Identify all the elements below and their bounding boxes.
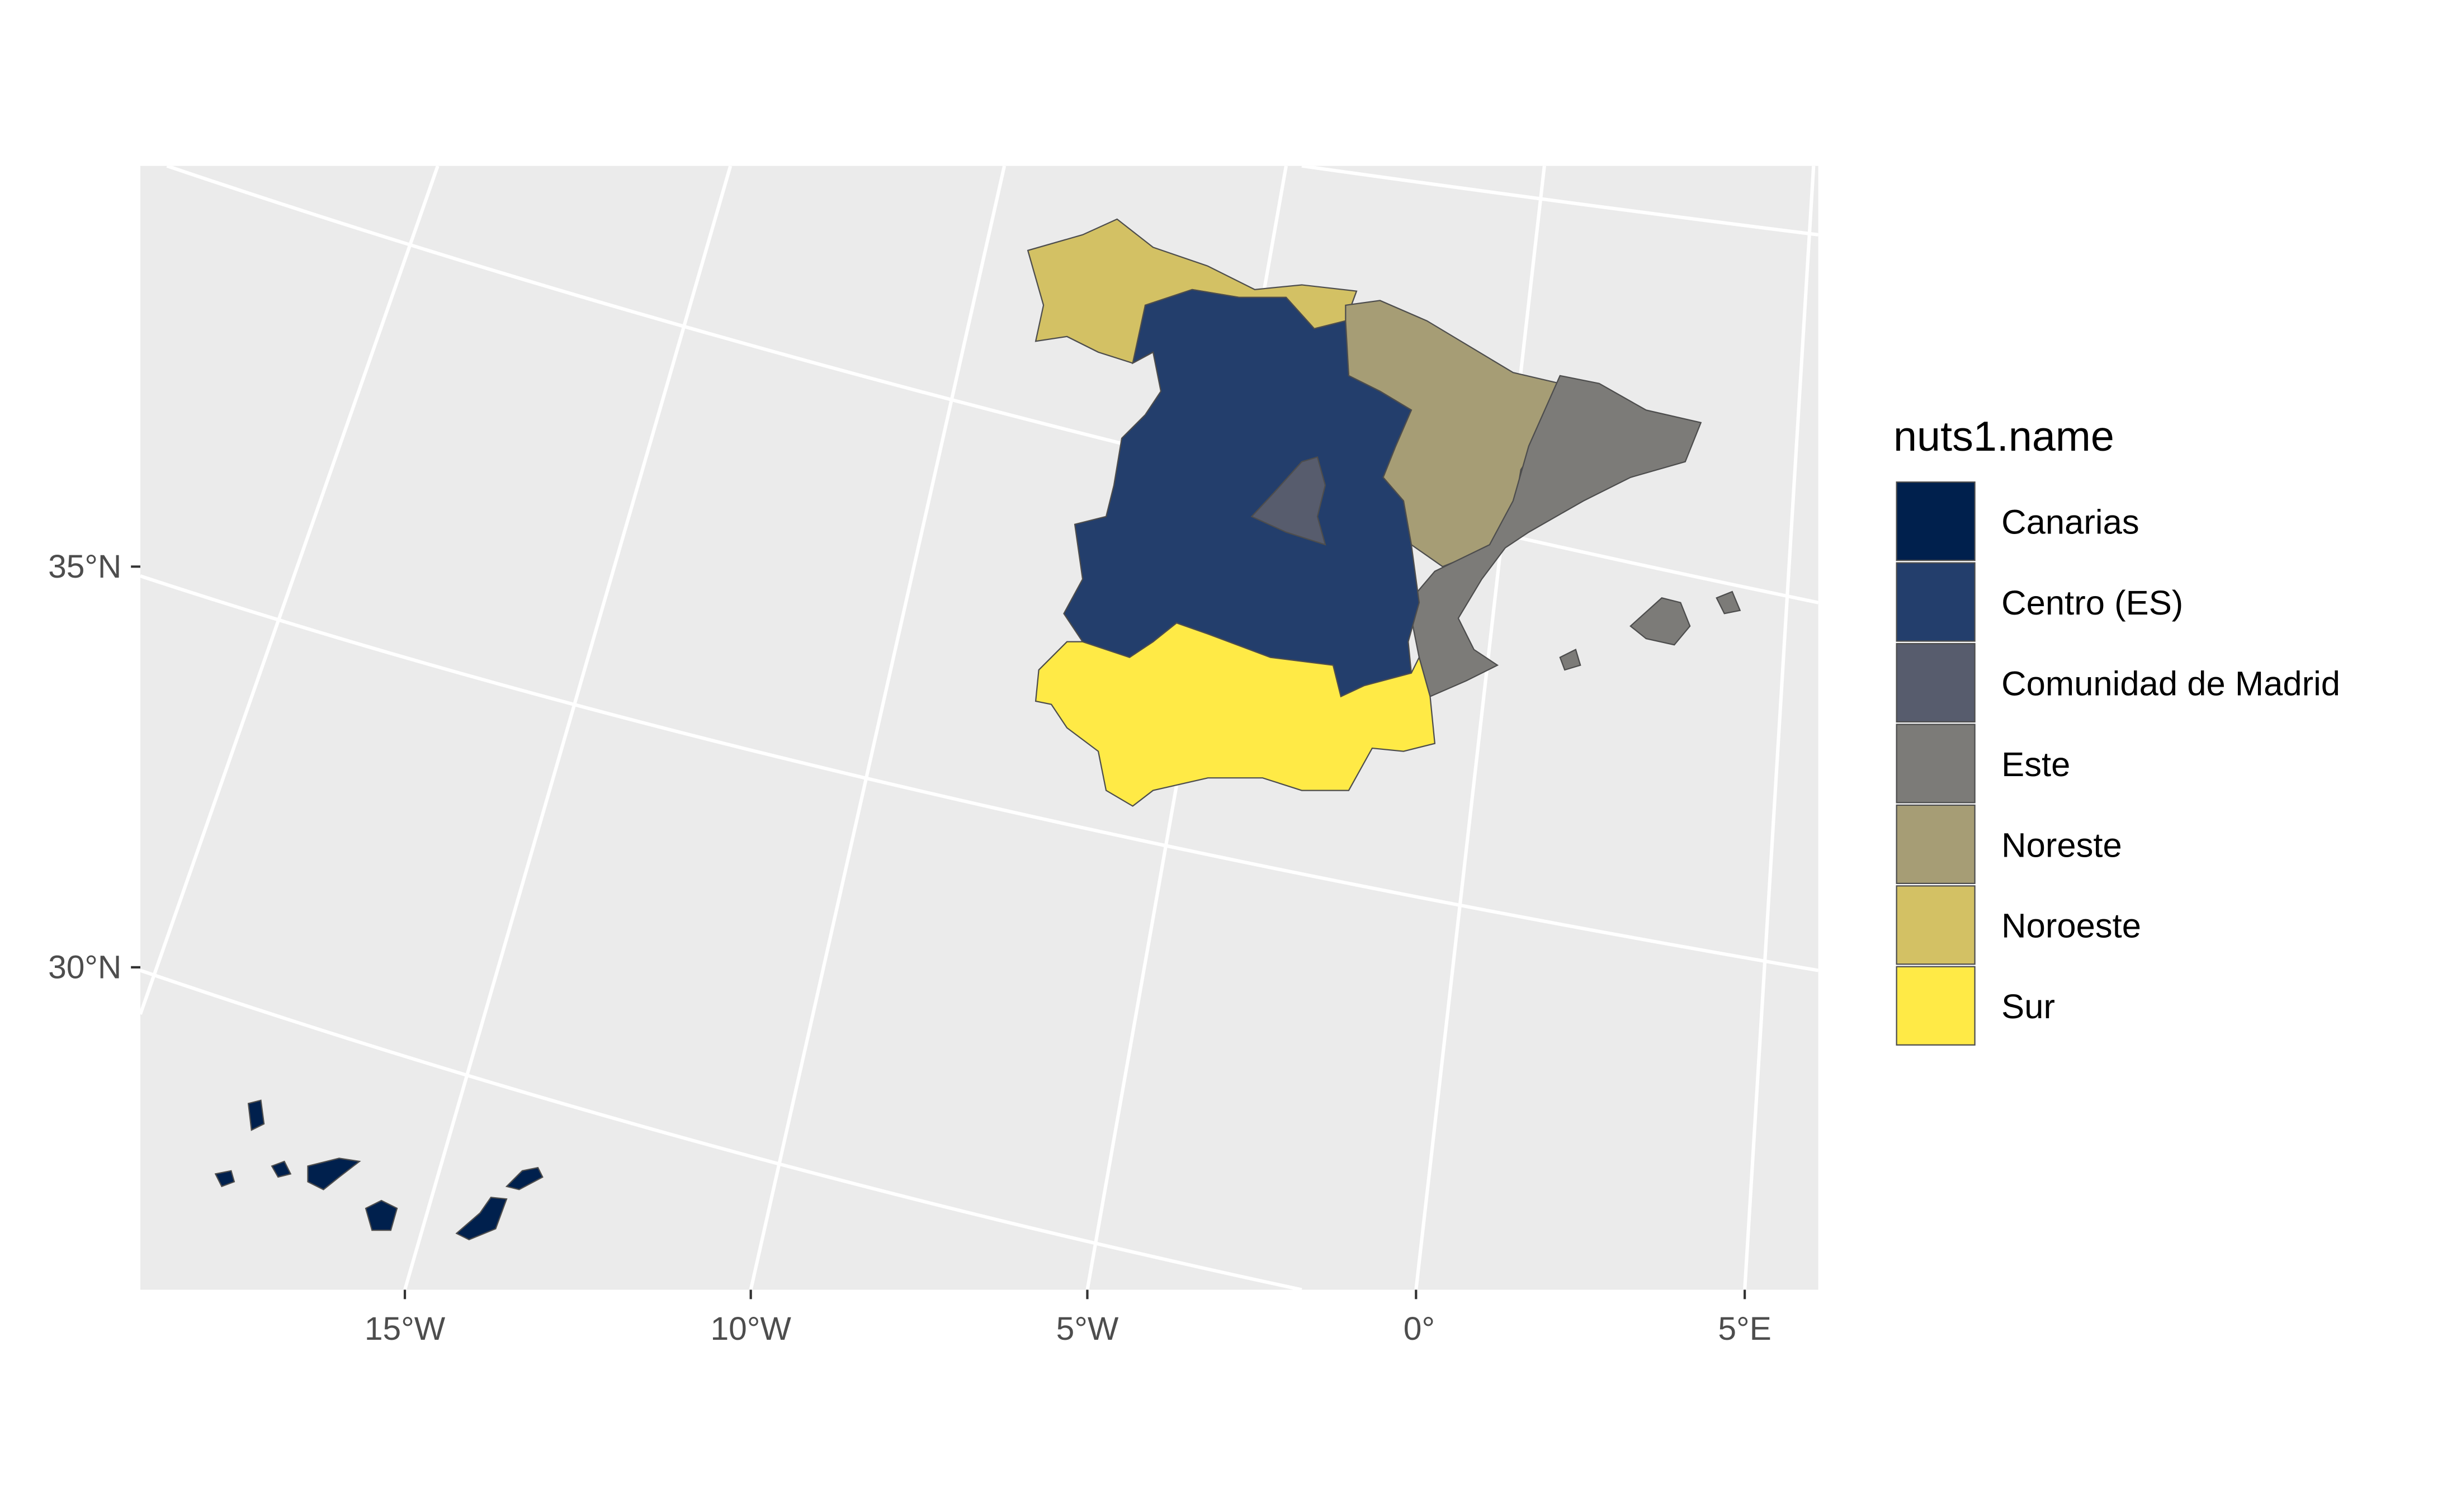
region-comunidad-de-madrid[interactable] [1250, 456, 1326, 546]
y-tick-label: 30°N [48, 949, 121, 985]
meridian-10w [749, 166, 1007, 1290]
regions [214, 218, 1741, 1241]
legend-swatch [1896, 885, 1976, 965]
x-tick-label: 10°W [710, 1311, 791, 1347]
region-sur[interactable] [1034, 622, 1436, 807]
legend-swatch [1896, 966, 1976, 1046]
x-axis: 15°W 10°W 5°W 0° 5°E [365, 1289, 1772, 1347]
y-axis: 35°N 30°N [48, 549, 140, 985]
x-tick-label: 0° [1404, 1311, 1435, 1347]
meridian-0 [1414, 166, 1546, 1290]
x-tick-label: 5°E [1718, 1311, 1771, 1347]
meridian-5e [1743, 166, 1816, 1290]
legend-label: Sur [2001, 987, 2055, 1026]
panel-background [140, 166, 1818, 1290]
legend: nuts1.name Canarias Centro (ES) Comunidad … [1893, 413, 2340, 1046]
legend-swatch [1896, 562, 1976, 642]
legend-label: Noreste [2001, 826, 2122, 864]
region-este[interactable] [1407, 375, 1741, 698]
x-tick-label: 15°W [365, 1311, 446, 1347]
region-canarias[interactable] [214, 1099, 544, 1241]
legend-swatch [1896, 642, 1976, 723]
meridian-15w [403, 166, 733, 1290]
parallel-35n [140, 574, 1818, 972]
legend-swatch [1896, 481, 1976, 561]
legend-swatch [1896, 804, 1976, 884]
legend-label: Comunidad de Madrid [2001, 664, 2340, 703]
parallel-30n [140, 968, 1302, 1290]
parallel-40n [166, 166, 1818, 604]
legend-title: nuts1.name [1893, 413, 2114, 460]
legend-label: Centro (ES) [2001, 584, 2183, 622]
meridian-20w [140, 166, 440, 1015]
x-tick-label: 5°W [1056, 1311, 1119, 1347]
legend-label: Noroeste [2001, 907, 2141, 946]
parallel-45n [1301, 166, 1818, 237]
y-tick-label: 35°N [48, 549, 121, 585]
legend-label: Canarias [2001, 503, 2139, 542]
legend-swatch [1896, 724, 1976, 804]
legend-label: Este [2001, 745, 2070, 784]
